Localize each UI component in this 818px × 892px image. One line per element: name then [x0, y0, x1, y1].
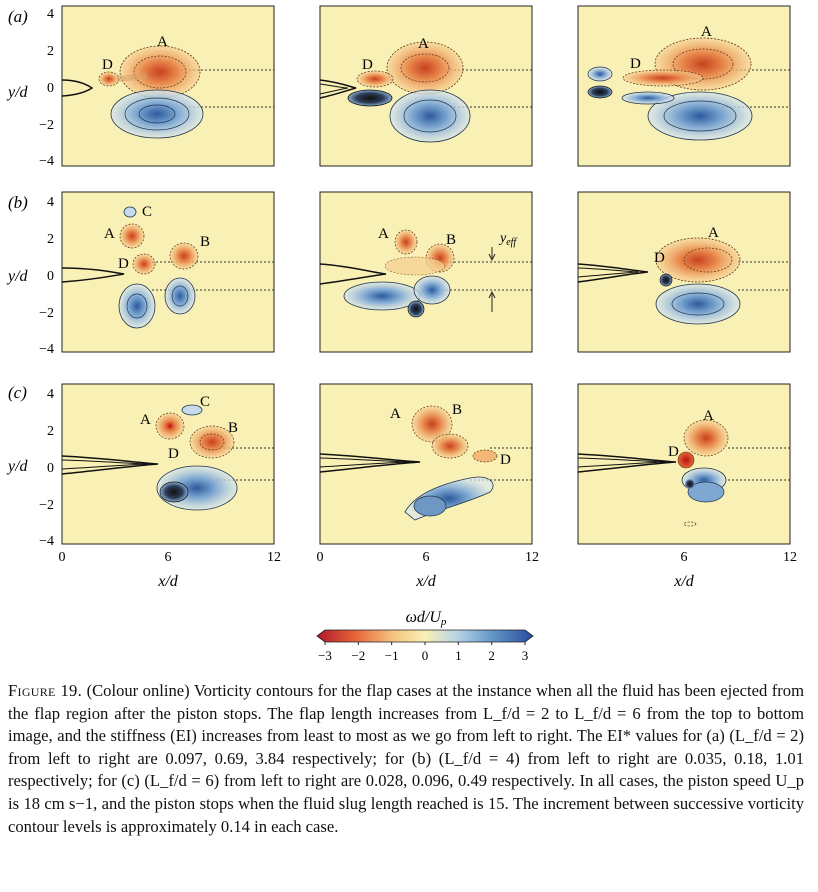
- panel-c3: A D: [577, 383, 791, 545]
- label-D: D: [654, 250, 665, 266]
- colorbar-tick-label: −3: [318, 648, 332, 663]
- ytick: 2: [47, 44, 54, 59]
- xlabel-2: x/d: [415, 573, 437, 590]
- label-B: B: [200, 234, 210, 250]
- label-yeff: yeff: [498, 231, 517, 248]
- row-label-a: (a): [8, 7, 28, 26]
- xtick: 12: [783, 550, 797, 565]
- caption-text: (Colour online) Vorticity contours for t…: [8, 681, 804, 836]
- label-B: B: [228, 420, 238, 436]
- panel-c2: A B D: [319, 383, 533, 545]
- row-label-c: (c): [8, 383, 27, 402]
- ytick: −4: [39, 534, 54, 549]
- ytick: 0: [47, 461, 54, 476]
- ytick: −2: [39, 498, 54, 513]
- colorbar-label: ωd/Up: [406, 609, 447, 628]
- label-A: A: [703, 408, 714, 424]
- ytick: 4: [47, 195, 54, 210]
- label-A: A: [104, 226, 115, 242]
- ytick: −2: [39, 306, 54, 321]
- ytick: 2: [47, 424, 54, 439]
- figure-caption: Figure 19. (Colour online) Vorticity con…: [8, 680, 804, 838]
- ytick: −4: [39, 342, 54, 357]
- panel-a2: A D: [319, 5, 533, 167]
- label-A: A: [157, 34, 168, 50]
- ytick: 0: [47, 269, 54, 284]
- panel-b2: yeff A B: [319, 191, 533, 353]
- colorbar-tick-label: 0: [422, 648, 429, 663]
- ylabel-a: y/d: [6, 84, 29, 101]
- ytick: 2: [47, 232, 54, 247]
- colorbar-tick-label: 3: [522, 648, 529, 663]
- colorbar-tick-label: −1: [385, 648, 399, 663]
- colorbar-ticks: −3 −2 −1 0 1 2 3: [318, 642, 528, 663]
- xticks-col-2: 0 6 12: [317, 550, 540, 565]
- panel-a3: A D: [577, 5, 791, 167]
- xticks-col-3: 6 12: [681, 550, 798, 565]
- xtick: 6: [165, 550, 172, 565]
- xlabel-1: x/d: [157, 573, 179, 590]
- label-B: B: [446, 232, 456, 248]
- label-A: A: [418, 36, 429, 52]
- ylabel-b: y/d: [6, 268, 29, 285]
- label-C: C: [200, 394, 210, 410]
- panel-a1: A D: [61, 5, 275, 167]
- figure-label: Figure 19.: [8, 681, 83, 700]
- ytick: 0: [47, 81, 54, 96]
- xtick: 12: [525, 550, 539, 565]
- xtick: 6: [423, 550, 430, 565]
- xtick: 12: [267, 550, 281, 565]
- label-D: D: [668, 444, 679, 460]
- xtick: 0: [317, 550, 324, 565]
- ytick: 4: [47, 7, 54, 22]
- row-label-b: (b): [8, 193, 28, 212]
- label-A: A: [701, 24, 712, 40]
- yticks-row-c: 4 2 0 −2 −4: [39, 387, 54, 549]
- label-A: A: [140, 412, 151, 428]
- panel-b3: A D: [577, 191, 791, 353]
- colorbar-tick-label: 2: [488, 648, 495, 663]
- vorticity-figure: (a) (b) (c) y/d y/d y/d 4 2 0 −2 −4 4 2 …: [6, 5, 798, 663]
- label-B: B: [452, 402, 462, 418]
- label-D: D: [362, 57, 373, 73]
- label-A: A: [390, 406, 401, 422]
- label-D: D: [102, 57, 113, 73]
- panel-b1: C A B D: [61, 191, 275, 353]
- yticks-row-a: 4 2 0 −2 −4: [39, 7, 54, 169]
- label-A: A: [378, 226, 389, 242]
- label-D: D: [168, 446, 179, 462]
- xtick: 0: [59, 550, 66, 565]
- yticks-row-b: 4 2 0 −2 −4: [39, 195, 54, 357]
- label-D: D: [500, 452, 511, 468]
- label-C: C: [142, 204, 152, 220]
- xlabel-3: x/d: [673, 573, 695, 590]
- label-A: A: [708, 225, 719, 241]
- ylabel-c: y/d: [6, 458, 29, 475]
- ytick: 4: [47, 387, 54, 402]
- xticks-col-1: 0 6 12: [59, 550, 282, 565]
- colorbar: [316, 629, 534, 643]
- label-D: D: [118, 256, 129, 272]
- colorbar-tick-label: −2: [351, 648, 365, 663]
- ytick: −2: [39, 118, 54, 133]
- colorbar-tick-label: 1: [455, 648, 462, 663]
- panel-c1: A C B D: [61, 383, 275, 545]
- label-D: D: [630, 56, 641, 72]
- ytick: −4: [39, 154, 54, 169]
- xtick: 6: [681, 550, 688, 565]
